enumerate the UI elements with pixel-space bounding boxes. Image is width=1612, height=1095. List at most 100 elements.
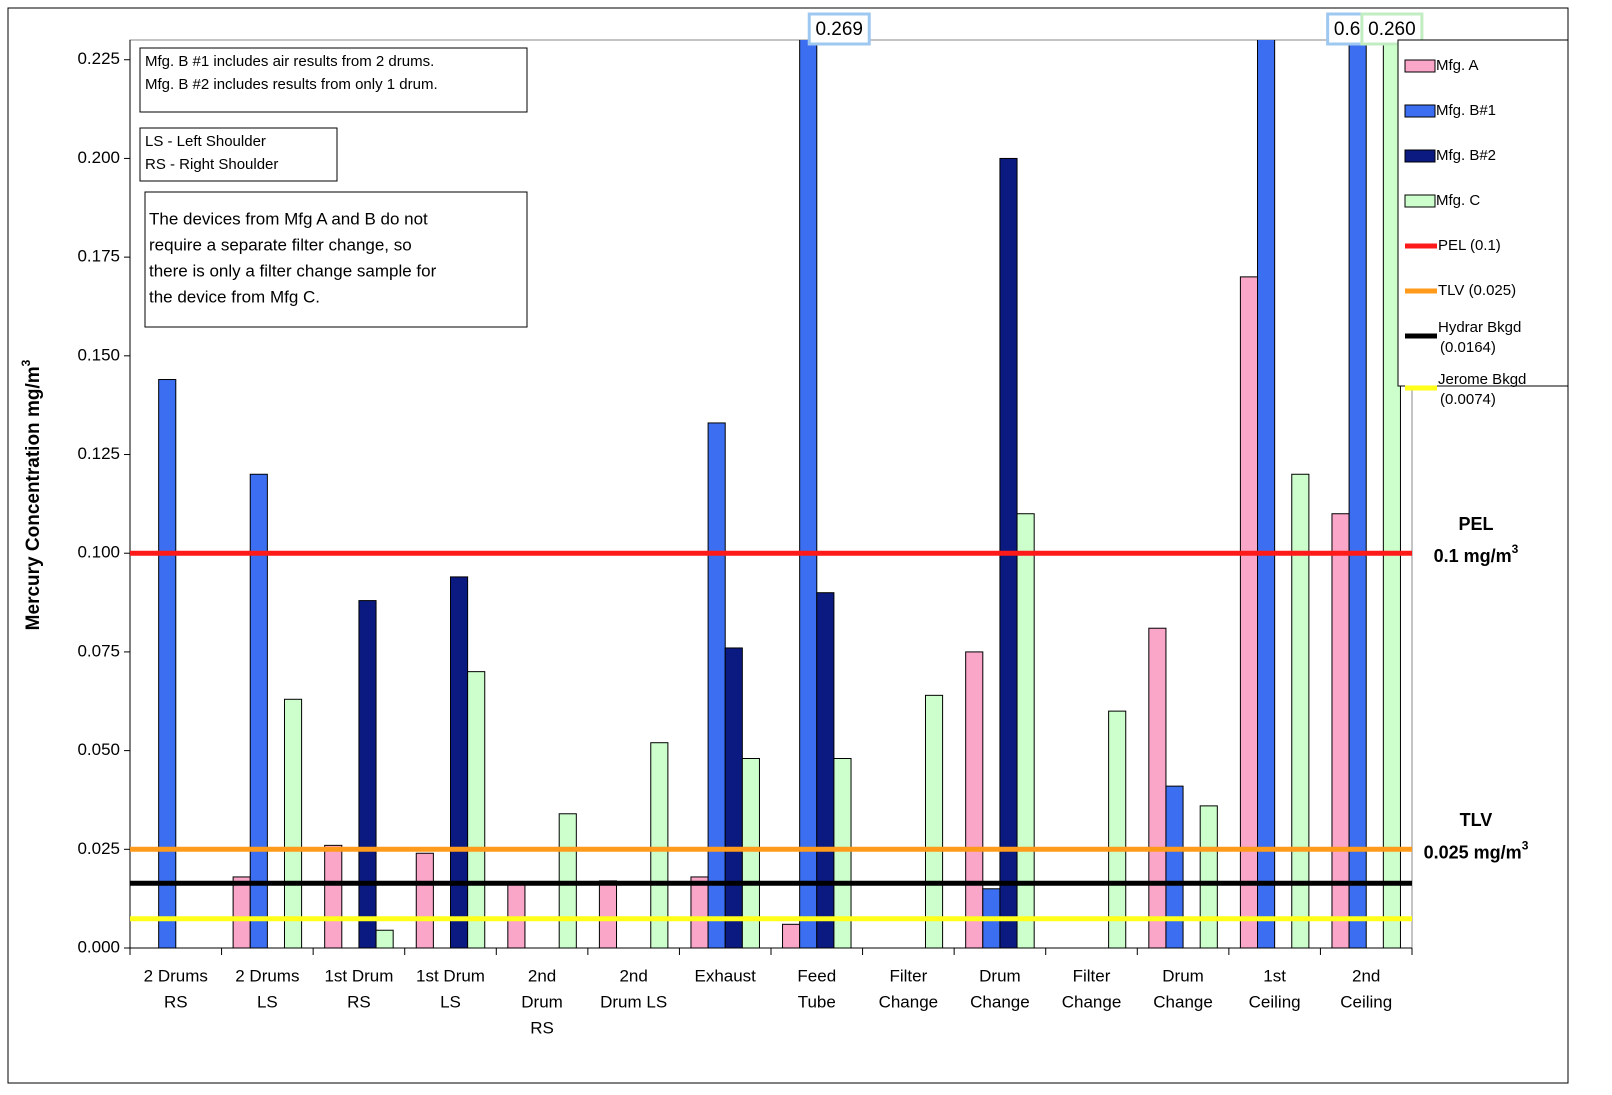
x-tick-label: 2 Drums [235, 966, 299, 985]
bar [924, 694, 944, 948]
legend-swatch [1404, 59, 1436, 73]
y-tick-label: 0.150 [77, 345, 120, 364]
bar [375, 929, 394, 948]
x-tick-label: Feed [797, 966, 836, 985]
annotation-value: 0.025 mg/m [1424, 842, 1522, 862]
bar [1016, 513, 1035, 948]
annotation-sup: 3 [1522, 838, 1529, 852]
x-tick-label: Tube [798, 992, 836, 1011]
bar [598, 880, 618, 948]
y-axis-title: Mercury Concentration mg/m3 [19, 359, 44, 630]
bar [415, 852, 434, 948]
bar [358, 600, 377, 948]
legend-label: Mfg. A [1436, 57, 1479, 74]
x-tick-label: Filter [889, 966, 927, 985]
legend-swatch [1404, 194, 1436, 208]
legend-swatch [1404, 104, 1436, 118]
x-tick-label: 1st Drum [324, 966, 393, 985]
x-tick-label: 1st [1263, 966, 1286, 985]
y-tick-label: 0.075 [77, 641, 120, 660]
bar [1108, 710, 1127, 948]
y-tick-label: 0.050 [77, 740, 120, 759]
legend-label: Mfg. B#1 [1436, 102, 1496, 119]
y-axis-title-text: Mercury Concentration mg/m [23, 366, 44, 630]
note-box [144, 191, 528, 328]
x-tick-label: 1st Drum [416, 966, 485, 985]
x-tick-label: 2nd [528, 966, 556, 985]
bar [782, 923, 801, 948]
x-tick-label: Drum LS [600, 992, 667, 1011]
bar [799, 40, 818, 948]
note-text: RS - Right Shoulder [145, 156, 278, 173]
x-tick-label: Change [1153, 992, 1213, 1011]
bar [1199, 805, 1218, 948]
bar [1291, 473, 1310, 948]
bar [724, 647, 743, 948]
x-tick-label: RS [164, 992, 188, 1011]
bar [158, 379, 177, 948]
bar [741, 758, 760, 948]
value-label-box [807, 12, 871, 46]
x-tick-label: Change [1062, 992, 1122, 1011]
y-tick-label: 0.175 [77, 247, 120, 266]
bar [232, 876, 251, 948]
y-tick-label: 0.125 [77, 444, 120, 463]
legend-label: Hydrar Bkgd [1438, 319, 1521, 336]
y-tick-label: 0.000 [77, 937, 120, 956]
y-axis-title-sup: 3 [19, 359, 33, 366]
bar [1382, 40, 1401, 948]
bar [1148, 627, 1167, 948]
x-tick-label: Filter [1073, 966, 1111, 985]
x-tick-label: Ceiling [1249, 992, 1301, 1011]
y-tick-label: 0.200 [77, 148, 120, 167]
note-text: there is only a filter change sample for [149, 261, 437, 280]
legend-swatch [1404, 149, 1436, 163]
legend-label: (0.0074) [1440, 391, 1496, 408]
legend-label: TLV (0.025) [1438, 282, 1516, 299]
bar [965, 651, 984, 948]
bar [816, 592, 835, 948]
legend-label: Mfg. B#2 [1436, 147, 1496, 164]
y-tick-label: 0.225 [77, 49, 120, 68]
bar [1165, 785, 1184, 948]
note-text: require a separate filter change, so [149, 235, 412, 254]
x-tick-label: RS [530, 1018, 554, 1037]
legend-label: (0.0164) [1440, 339, 1496, 356]
note-text: the device from Mfg C. [149, 287, 320, 306]
legend-label: PEL (0.1) [1438, 237, 1501, 254]
x-tick-label: Exhaust [694, 966, 756, 985]
x-tick-label: LS [440, 992, 461, 1011]
note-text: Mfg. B #2 includes results from only 1 d… [145, 76, 438, 93]
annotation-sup: 3 [1512, 542, 1519, 556]
bar [707, 422, 726, 948]
legend-box [1397, 39, 1569, 387]
x-tick-label: 2nd [619, 966, 647, 985]
bar [1348, 40, 1367, 948]
note-box [139, 127, 338, 182]
bar [283, 698, 303, 948]
bar [650, 742, 669, 948]
annotation-text: 0.1 mg/m3 [1434, 542, 1519, 566]
x-tick-label: 2nd [1352, 966, 1380, 985]
bar [833, 758, 852, 948]
bar [1257, 40, 1276, 948]
x-tick-label: LS [257, 992, 278, 1011]
bar [450, 576, 469, 948]
annotation-title: TLV [1460, 810, 1493, 830]
bar [467, 671, 486, 948]
x-tick-label: Drum [521, 992, 563, 1011]
bar [249, 473, 268, 948]
y-tick-label: 0.025 [77, 839, 120, 858]
note-text: LS - Left Shoulder [145, 133, 266, 150]
annotation-text: 0.025 mg/m3 [1424, 838, 1529, 862]
bar [690, 876, 709, 948]
note-text: Mfg. B #1 includes air results from 2 dr… [145, 53, 434, 70]
x-tick-label: Drum [1162, 966, 1204, 985]
value-label: 0.269 [815, 19, 863, 40]
value-label-box [1360, 12, 1424, 46]
legend-label: Mfg. C [1436, 192, 1480, 209]
note-text: The devices from Mfg A and B do not [149, 209, 428, 228]
legend-label: Jerome Bkgd [1438, 371, 1526, 388]
x-tick-label: RS [347, 992, 371, 1011]
